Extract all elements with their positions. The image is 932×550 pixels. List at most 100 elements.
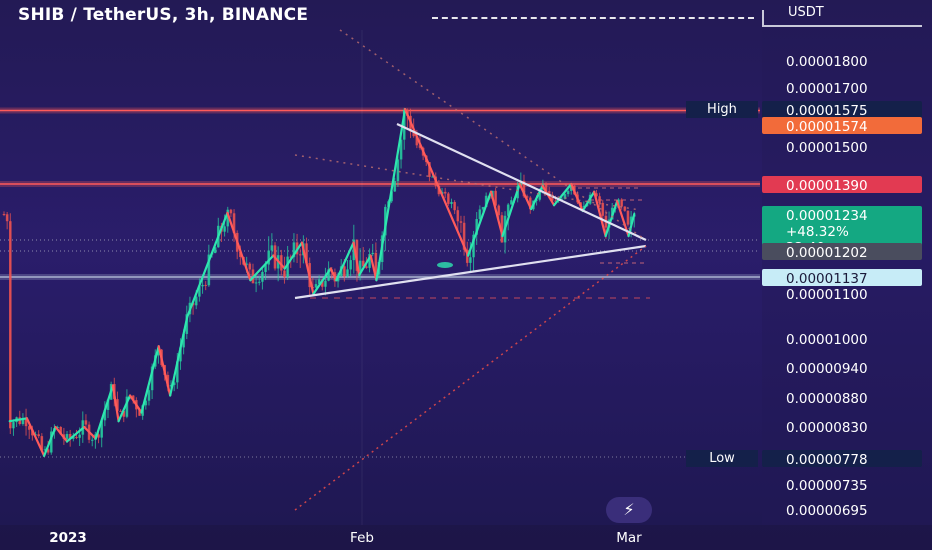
- candle-body: [97, 434, 100, 438]
- candle-body: [525, 196, 529, 198]
- candle-body: [254, 282, 258, 284]
- trend-segment: [25, 417, 46, 457]
- candle-body: [239, 251, 242, 257]
- candle-body: [447, 193, 450, 204]
- time-axis-bg: [0, 525, 932, 550]
- triangle-pattern: [294, 29, 647, 511]
- x-tick-label: Mar: [616, 530, 642, 546]
- pivot-marker: [437, 262, 453, 268]
- title-dash-line: [432, 17, 754, 19]
- candle-body: [176, 361, 179, 383]
- candle-body: [481, 206, 485, 210]
- price-label-red: [762, 176, 922, 193]
- price-label-text: 0.00001390: [786, 178, 868, 194]
- candle-body: [547, 191, 551, 195]
- currency-label[interactable]: USDT: [788, 5, 824, 20]
- candle-body: [172, 382, 176, 386]
- candle-body: [65, 434, 69, 439]
- last-price-value: 0.00001234: [786, 208, 868, 224]
- candle-body: [478, 209, 482, 220]
- candle-body: [459, 221, 463, 223]
- lightning-icon[interactable]: ⚡: [606, 497, 652, 523]
- trend-segment: [375, 108, 407, 282]
- chart-title[interactable]: SHIB / TetherUS, 3h, BINANCE: [18, 5, 309, 25]
- candle-body: [453, 202, 456, 211]
- candle-body: [506, 204, 510, 216]
- candle-body: [522, 180, 526, 197]
- candle-body: [551, 194, 554, 201]
- candle-body: [554, 200, 557, 202]
- candle-body: [100, 420, 103, 438]
- candle-body: [37, 434, 40, 437]
- candle-body: [103, 409, 107, 421]
- candle-body: [131, 395, 135, 401]
- candle-body: [229, 209, 233, 214]
- trend-segment: [272, 254, 286, 270]
- x-tick-label: 2023: [49, 530, 87, 546]
- triangle-lower-line: [294, 244, 647, 300]
- candle-body: [412, 131, 415, 137]
- candle-body: [283, 270, 286, 278]
- trend-segment: [65, 425, 86, 443]
- y-tick-label: 0.00000830: [786, 420, 868, 436]
- candle-body: [40, 436, 44, 451]
- candle-body: [43, 449, 47, 451]
- candle-body: [21, 417, 25, 425]
- price-label-light: [762, 269, 922, 286]
- candle-body: [431, 176, 434, 178]
- candle-body: [286, 256, 289, 278]
- candle-body: [226, 209, 230, 227]
- candle-body: [267, 250, 271, 265]
- candle-body: [204, 284, 207, 286]
- x-tick-label: Feb: [350, 530, 374, 546]
- candle-body: [484, 195, 488, 207]
- trend-segment: [169, 315, 189, 397]
- candle-body: [5, 214, 9, 222]
- candle-body: [368, 254, 371, 268]
- horizontal-levels: [0, 30, 760, 525]
- candle-body: [560, 198, 564, 200]
- trend-segment: [83, 425, 97, 440]
- trend-segment: [501, 182, 521, 238]
- y-tick-label: 0.00000940: [786, 361, 868, 377]
- candle-body: [324, 280, 327, 287]
- candle-body: [402, 109, 406, 140]
- candle-body: [456, 210, 460, 222]
- y-tick-label: 0.00001500: [786, 140, 868, 156]
- currency-underline: [762, 25, 922, 27]
- low-flag: Low: [686, 450, 758, 467]
- dotted-fan-line-lower: [294, 245, 647, 511]
- candle-body: [361, 260, 365, 267]
- price-label-orange: [762, 117, 922, 134]
- candle-body: [75, 436, 78, 438]
- candle-body: [56, 426, 59, 429]
- candle-body: [601, 202, 605, 216]
- candles-layer: [2, 107, 636, 455]
- price-label-text: 0.00001575: [786, 103, 868, 119]
- price-label-text: 0.00001137: [786, 271, 868, 287]
- candle-body: [305, 243, 308, 264]
- candle-body: [327, 269, 330, 281]
- trend-segment: [570, 182, 584, 213]
- trend-segment: [94, 384, 114, 440]
- y-tick-label: 0.00000735: [786, 478, 868, 494]
- candle-body: [150, 366, 154, 391]
- candle-body: [399, 139, 403, 160]
- candle-body: [371, 252, 375, 255]
- candle-body: [415, 136, 419, 146]
- candle-body: [289, 256, 293, 258]
- candle-body: [500, 215, 504, 243]
- candle-body: [90, 439, 94, 441]
- candle-body: [494, 190, 497, 206]
- candle-body: [213, 247, 217, 254]
- trend-segment: [128, 394, 143, 414]
- candle-body: [393, 181, 397, 192]
- candle-body: [390, 191, 393, 202]
- candle-body: [261, 271, 264, 282]
- price-axis: 0.00001800 0.00001700 0.00001500 0.00001100…: [762, 30, 932, 525]
- candle-body: [443, 191, 447, 194]
- candle-body: [317, 279, 321, 285]
- candle-body: [157, 349, 160, 356]
- trend-segment: [249, 254, 275, 282]
